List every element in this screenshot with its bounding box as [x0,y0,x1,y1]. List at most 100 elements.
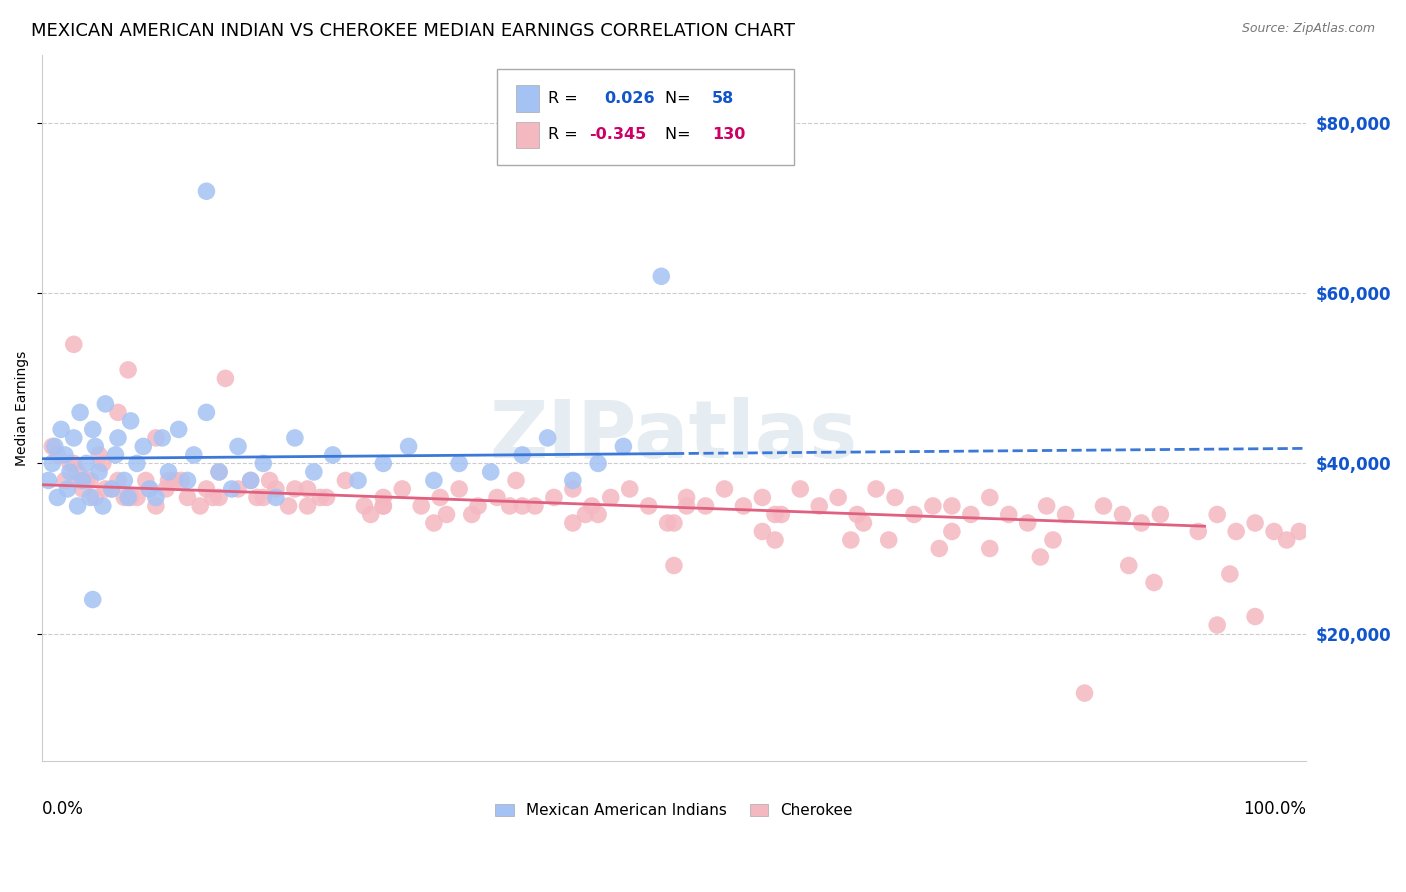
Point [619,482,641,496]
Point [94,482,117,496]
Point [66,465,89,479]
Point [1092,499,1115,513]
Point [82,422,104,436]
Point [264,491,287,505]
Point [94,397,117,411]
Point [510,448,533,462]
Point [846,508,869,522]
Point [107,405,129,419]
Point [637,499,659,513]
Point [928,541,950,556]
Text: 0.026: 0.026 [605,91,655,106]
Point [62,431,84,445]
Point [461,508,484,522]
Point [59,457,82,471]
Point [84,491,107,505]
Point [997,508,1019,522]
Point [1225,524,1247,539]
Point [770,508,793,522]
Point [536,431,558,445]
Point [353,499,375,513]
Point [1275,533,1298,547]
Point [239,474,262,488]
Point [1206,508,1229,522]
Legend: Mexican American Indians, Cherokee: Mexican American Indians, Cherokee [489,797,859,824]
Point [69,405,91,419]
Point [959,508,981,522]
Text: 130: 130 [711,128,745,143]
Text: N=: N= [665,128,696,143]
Point [138,482,160,496]
Point [117,363,139,377]
Point [132,439,155,453]
Text: MEXICAN AMERICAN INDIAN VS CHEROKEE MEDIAN EARNINGS CORRELATION CHART: MEXICAN AMERICAN INDIAN VS CHEROKEE MEDI… [31,22,794,40]
Point [612,439,634,453]
Point [360,508,382,522]
Text: Source: ZipAtlas.com: Source: ZipAtlas.com [1241,22,1375,36]
Text: R =: R = [547,128,582,143]
Point [87,448,110,462]
Point [100,482,122,496]
Point [411,499,433,513]
Bar [516,85,538,112]
Text: ZIPatlas: ZIPatlas [489,397,858,475]
Point [246,491,269,505]
Point [543,491,565,505]
Point [373,499,395,513]
Point [1118,558,1140,573]
Point [226,439,249,453]
Point [163,474,186,488]
Point [1187,524,1209,539]
Point [763,508,786,522]
Point [138,482,160,496]
Point [1111,508,1133,522]
Point [277,499,299,513]
Point [176,474,198,488]
Point [1035,499,1057,513]
Point [586,457,609,471]
Point [259,474,281,488]
Point [69,474,91,488]
Point [208,491,231,505]
Point [1029,549,1052,564]
Point [1143,575,1166,590]
Point [195,184,218,198]
Point [713,482,735,496]
Point [56,482,79,496]
Point [877,533,900,547]
Point [423,516,446,530]
Point [941,524,963,539]
Point [1288,524,1310,539]
Point [79,491,101,505]
Point [176,491,198,505]
Point [315,491,337,505]
Point [59,465,82,479]
Point [347,474,370,488]
Point [195,405,218,419]
Point [135,474,157,488]
Point [53,448,76,462]
Point [214,371,236,385]
Text: 0.0%: 0.0% [42,800,84,818]
Point [1054,508,1077,522]
Point [373,499,395,513]
Point [145,491,167,505]
Point [675,491,697,505]
Point [284,482,307,496]
Point [239,474,262,488]
Point [167,422,190,436]
Text: 100.0%: 100.0% [1243,800,1306,818]
Point [941,499,963,513]
Point [284,431,307,445]
Point [49,422,72,436]
Point [479,465,502,479]
Point [486,491,509,505]
Point [449,457,471,471]
Point [1017,516,1039,530]
Point [82,592,104,607]
Point [510,499,533,513]
Bar [516,121,538,148]
Point [297,499,319,513]
Point [763,533,786,547]
Point [62,337,84,351]
